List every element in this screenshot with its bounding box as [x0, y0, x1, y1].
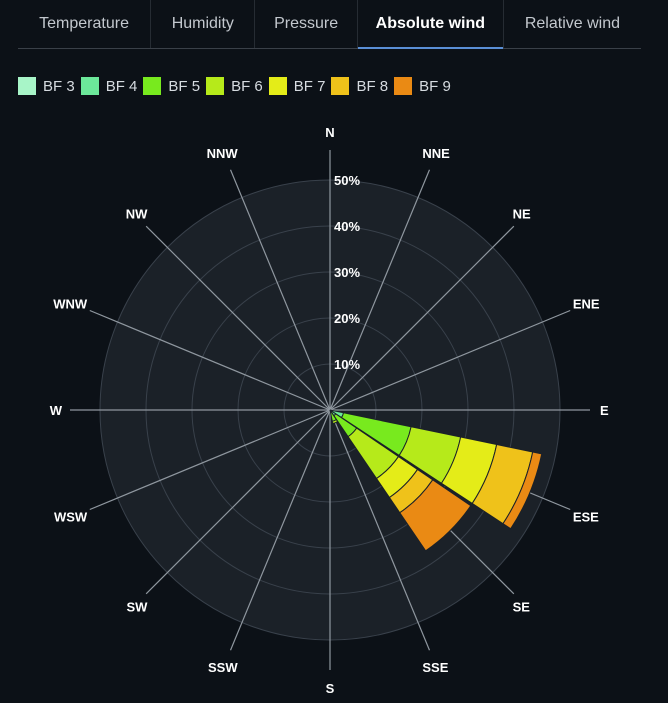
chart-legend: BF 3 BF 4 BF 5 BF 6 BF 7 BF 8 BF 9 [18, 76, 457, 96]
direction-label-ne: NE [513, 206, 531, 221]
direction-label-nne: NNE [422, 146, 450, 161]
legend-item-bf-9[interactable]: BF 9 [394, 77, 451, 95]
spoke-sse [329, 409, 431, 651]
ring-label: 30% [334, 265, 360, 280]
spoke-ene [329, 309, 571, 411]
legend-label: BF 5 [168, 77, 201, 95]
tab-temperature[interactable]: Temperature [18, 0, 152, 48]
legend-label: BF 6 [231, 77, 263, 95]
direction-label-ene: ENE [573, 297, 600, 312]
spoke-wnw [89, 309, 331, 411]
legend-item-bf-8[interactable]: BF 8 [331, 77, 388, 95]
legend-swatch [268, 77, 287, 95]
tab-relative-wind[interactable]: Relative wind [524, 15, 620, 32]
spoke-ssw [229, 409, 331, 651]
direction-label-wsw: WSW [54, 509, 88, 524]
direction-label-sse: SSE [422, 660, 448, 675]
ring-label: 20% [334, 311, 360, 326]
spoke-wsw [89, 409, 331, 511]
direction-label-ssw: SSW [208, 660, 238, 675]
legend-swatch [80, 77, 99, 95]
direction-label-sw: SW [126, 600, 148, 615]
direction-label-ese: ESE [573, 509, 599, 524]
spoke-nw [145, 225, 331, 411]
ring-label: 40% [334, 219, 360, 234]
legend-swatch [394, 77, 413, 95]
direction-label-e: E [600, 403, 609, 418]
spoke-nnw [229, 169, 331, 411]
ring-label: 50% [334, 173, 360, 188]
sector-ese-bf-9 [502, 451, 543, 530]
legend-label: BF 9 [419, 77, 451, 95]
wind-rose-chart: 10% 20% 30% 40% 50% N NNE NE ENE E ESE SE SSE S SSW SW W… [50, 125, 609, 696]
legend-label: BF 8 [356, 77, 389, 95]
legend-item-bf-7[interactable]: BF 7 [268, 77, 326, 95]
ring-label: 10% [334, 357, 360, 372]
spoke-ne [329, 225, 515, 411]
spoke-sw [145, 409, 331, 595]
legend-swatch [143, 77, 162, 95]
legend-label: BF 7 [293, 77, 326, 95]
direction-label-s: S [326, 681, 335, 696]
tab-humidity[interactable]: Humidity [151, 0, 256, 48]
tab-pressure[interactable]: Pressure [255, 0, 358, 48]
legend-label: BF 4 [105, 77, 138, 95]
legend-swatch [18, 77, 36, 95]
legend-item-bf-4[interactable]: BF 4 [80, 77, 138, 95]
spoke-nne [329, 169, 431, 411]
direction-label-nnw: NNW [207, 146, 239, 161]
legend-item-bf-6[interactable]: BF 6 [206, 77, 263, 95]
direction-label-se: SE [513, 600, 531, 615]
legend-item-bf-5[interactable]: BF 5 [143, 77, 200, 95]
legend-swatch [206, 77, 225, 95]
direction-label-nw: NW [126, 206, 148, 221]
direction-label-n: N [325, 125, 334, 140]
direction-label-w: W [50, 403, 63, 418]
tab-bar: Temperature Humidity Pressure Absolute w… [18, 0, 641, 49]
legend-label: BF 3 [43, 77, 75, 95]
tab-absolute-wind[interactable]: Absolute wind [357, 0, 504, 49]
legend-swatch [331, 77, 350, 95]
direction-label-wnw: WNW [53, 297, 88, 312]
sector-se-bf-9 [399, 479, 472, 552]
sector-sse-bf-6 [331, 418, 339, 425]
legend-item-bf-3[interactable]: BF 3 [18, 77, 75, 95]
